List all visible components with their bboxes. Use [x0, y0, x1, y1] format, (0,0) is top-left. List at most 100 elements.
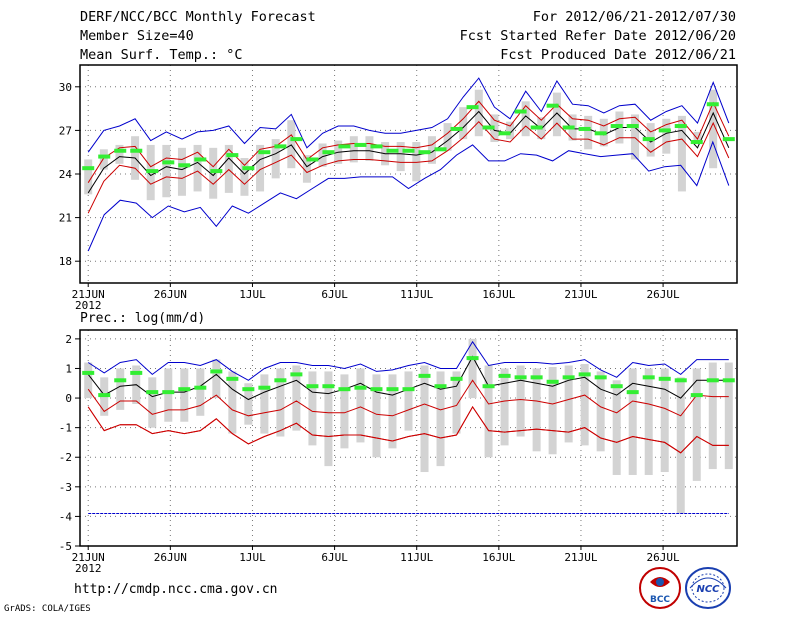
median-marker — [642, 137, 655, 142]
ensemble-box — [396, 142, 405, 172]
median-marker — [370, 387, 383, 392]
median-marker — [242, 387, 255, 392]
median-marker — [466, 356, 479, 361]
median-marker — [530, 375, 543, 380]
ensemble-box — [506, 121, 515, 140]
median-marker — [658, 128, 671, 133]
median-marker — [274, 144, 287, 149]
median-marker — [306, 384, 319, 389]
ensemble-box — [500, 368, 509, 446]
ensemble-box — [631, 114, 640, 160]
median-marker — [530, 125, 543, 130]
ensemble-box — [271, 139, 280, 179]
median-marker — [290, 137, 303, 142]
ensemble-box — [484, 365, 493, 458]
x-tick-label: 1JUL — [239, 551, 266, 564]
ensemble-box — [116, 368, 125, 410]
ensemble-box — [692, 368, 701, 481]
median-marker — [498, 131, 511, 136]
median-marker — [322, 150, 335, 155]
ensemble-box — [660, 368, 669, 473]
median-marker — [130, 370, 143, 375]
ensemble-box — [677, 115, 686, 192]
y-tick-label: 27 — [59, 124, 72, 137]
median-marker — [338, 387, 351, 392]
ensemble-box — [676, 377, 685, 514]
ensemble-box — [148, 377, 157, 428]
ensemble-box — [548, 366, 557, 455]
ncc-logo-text: NCC — [696, 584, 720, 595]
series-line-p25 — [87, 379, 729, 417]
median-marker — [82, 370, 95, 375]
median-marker — [162, 160, 175, 165]
median-marker — [674, 124, 687, 129]
x-tick-label: 26JUL — [647, 551, 680, 564]
series-line-p25 — [87, 120, 730, 214]
ensemble-box — [580, 364, 589, 446]
ensemble-box — [521, 101, 530, 137]
median-marker — [82, 166, 95, 171]
ensemble-box — [459, 107, 468, 140]
x-tick-label: 16JUL — [482, 288, 515, 301]
panel-frame — [79, 64, 738, 284]
x-tick-label: 21JUN — [72, 551, 105, 564]
y-tick-label: 30 — [59, 81, 72, 94]
median-marker — [354, 385, 367, 390]
median-marker — [482, 384, 495, 389]
x-tick-sublabel: 2012 — [75, 562, 102, 575]
median-marker — [450, 376, 463, 381]
ensemble-box — [84, 362, 93, 399]
median-marker — [258, 385, 271, 390]
ensemble-box — [99, 149, 108, 170]
median-marker — [370, 144, 383, 149]
y-tick-label: -5 — [59, 540, 72, 553]
ensemble-box — [427, 136, 436, 164]
y-tick-label: -2 — [59, 451, 72, 464]
y-tick-label: -3 — [59, 481, 72, 494]
x-tick-label: 11JUL — [400, 288, 433, 301]
median-marker — [178, 163, 191, 168]
median-marker — [210, 369, 223, 374]
y-tick-label: 24 — [59, 168, 73, 181]
ensemble-box — [420, 365, 429, 473]
panel-frame — [79, 329, 738, 547]
median-marker — [338, 144, 351, 149]
median-marker — [578, 372, 591, 377]
ensemble-box — [180, 368, 189, 422]
median-marker — [98, 154, 111, 159]
x-tick-label: 21JUL — [564, 551, 597, 564]
ensemble-box — [662, 118, 671, 154]
median-marker — [658, 376, 671, 381]
ensemble-box — [612, 380, 621, 475]
median-marker — [514, 109, 527, 114]
ensemble-box — [596, 371, 605, 452]
member-size: Member Size=40 — [80, 28, 194, 44]
median-marker — [722, 378, 735, 383]
y-tick-label: 18 — [59, 255, 72, 268]
median-marker — [402, 387, 415, 392]
median-marker — [402, 148, 415, 153]
median-marker — [690, 140, 703, 145]
variable-label: Mean Surf. Temp.: °C — [80, 47, 243, 63]
source-url[interactable]: http://cmdp.ncc.cma.gov.cn — [74, 582, 278, 597]
ensemble-box — [532, 368, 541, 452]
median-marker — [546, 103, 559, 108]
ensemble-box — [724, 362, 733, 470]
ensemble-box — [162, 144, 171, 198]
x-tick-label: 26JUN — [154, 551, 187, 564]
ensemble-box — [693, 131, 702, 143]
ensemble-box — [276, 368, 285, 437]
median-marker — [418, 150, 431, 155]
ensemble-box — [388, 374, 397, 449]
median-marker — [194, 385, 207, 390]
ensemble-box — [443, 123, 452, 151]
median-marker — [258, 150, 271, 155]
median-marker — [434, 384, 447, 389]
ensemble-box — [644, 368, 653, 475]
y-tick-label: -1 — [59, 422, 72, 435]
median-marker — [722, 137, 735, 142]
median-marker — [418, 373, 431, 378]
bcc-logo-text: BCC — [650, 595, 670, 605]
